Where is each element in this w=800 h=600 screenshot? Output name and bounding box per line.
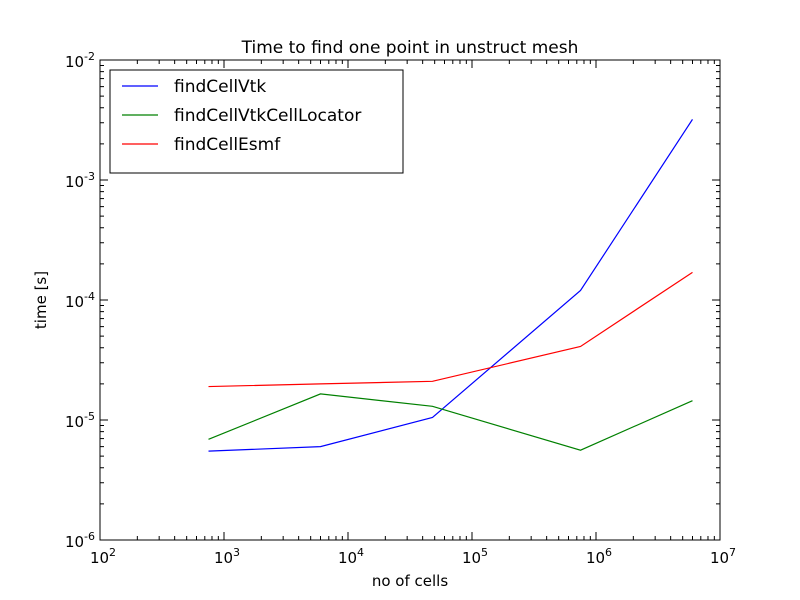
x-tick-label: 107 xyxy=(710,546,736,567)
x-axis-label: no of cells xyxy=(372,572,448,590)
plot-area: 102 103 104 105 106 107 10-6 10-5 10-4 10-3 10-2 xyxy=(65,50,736,567)
y-tick-label: 10-4 xyxy=(65,290,95,311)
y-tick-label: 10-6 xyxy=(65,530,95,551)
series-line-findCellEsmf xyxy=(208,271,693,388)
legend-box xyxy=(109,69,404,174)
y-tick-label: 10-3 xyxy=(65,170,95,191)
x-tick-label: 102 xyxy=(90,546,116,567)
y-axis-label: time [s] xyxy=(32,271,50,329)
x-tick-label: 104 xyxy=(338,546,364,567)
legend: findCellVtk findCellVtkCellLocator findCel… xyxy=(109,69,404,174)
legend-label: findCellVtkCellLocator xyxy=(174,106,361,126)
legend-label: findCellVtk xyxy=(174,77,266,97)
y-tick-label: 10-2 xyxy=(65,50,95,71)
x-tick-label: 103 xyxy=(214,546,240,567)
legend-label: findCellEsmf xyxy=(174,135,281,155)
x-tick-label: 106 xyxy=(586,546,612,567)
y-tick-label: 10-5 xyxy=(65,410,95,431)
series-line-findCellVtk xyxy=(208,119,693,452)
series-line-findCellVtkCellLocator xyxy=(208,393,693,451)
chart-title: Time to find one point in unstruct mesh xyxy=(241,38,579,58)
x-tick-label: 105 xyxy=(462,546,488,567)
